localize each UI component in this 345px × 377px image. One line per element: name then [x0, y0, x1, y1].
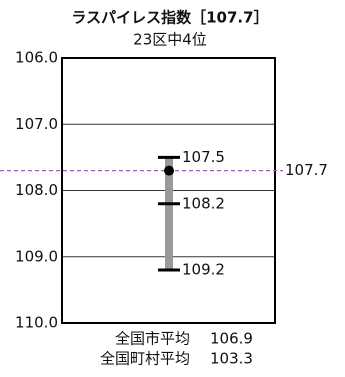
y-tick-label: 107.0 — [15, 115, 58, 133]
chart-title: ラスパイレス指数［107.7］ — [71, 9, 268, 27]
note-value: 103.3 — [210, 350, 253, 368]
range-bar — [165, 157, 173, 270]
value-dot — [164, 165, 174, 176]
range-label: 108.2 — [182, 194, 225, 212]
y-tick-label: 108.0 — [15, 181, 58, 199]
range-label: 109.2 — [182, 261, 225, 279]
y-tick-label: 109.0 — [15, 247, 58, 265]
value-label: 107.7 — [285, 161, 328, 179]
note-value: 106.9 — [210, 330, 253, 348]
plot-frame — [61, 57, 276, 324]
y-tick-label: 106.0 — [15, 49, 58, 67]
note-label: 全国町村平均 — [100, 350, 190, 368]
chart-subtitle: 23区中4位 — [133, 31, 207, 49]
y-tick-label: 110.0 — [15, 314, 58, 332]
range-label: 107.5 — [182, 148, 225, 166]
note-label: 全国市平均 — [115, 330, 190, 348]
